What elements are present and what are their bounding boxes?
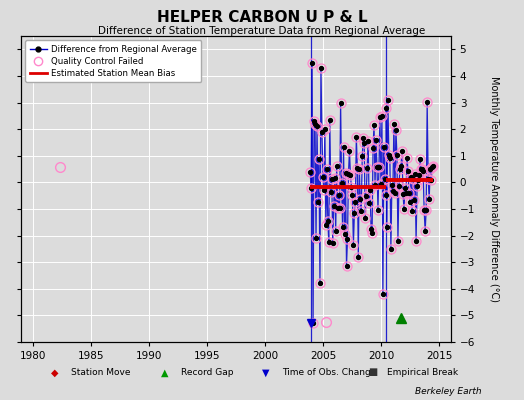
Text: Station Move: Station Move [71,368,130,377]
Text: Record Gap: Record Gap [181,368,233,377]
Text: Difference of Station Temperature Data from Regional Average: Difference of Station Temperature Data f… [99,26,425,36]
Text: ▼: ▼ [262,367,269,378]
Y-axis label: Monthly Temperature Anomaly Difference (°C): Monthly Temperature Anomaly Difference (… [489,76,499,302]
Legend: Difference from Regional Average, Quality Control Failed, Estimated Station Mean: Difference from Regional Average, Qualit… [25,40,201,82]
Text: ◆: ◆ [51,367,58,378]
Text: ■: ■ [368,367,377,378]
Text: Empirical Break: Empirical Break [387,368,458,377]
Text: Berkeley Earth: Berkeley Earth [416,387,482,396]
Text: ▲: ▲ [161,367,168,378]
Text: HELPER CARBON U P & L: HELPER CARBON U P & L [157,10,367,25]
Text: Time of Obs. Change: Time of Obs. Change [282,368,376,377]
